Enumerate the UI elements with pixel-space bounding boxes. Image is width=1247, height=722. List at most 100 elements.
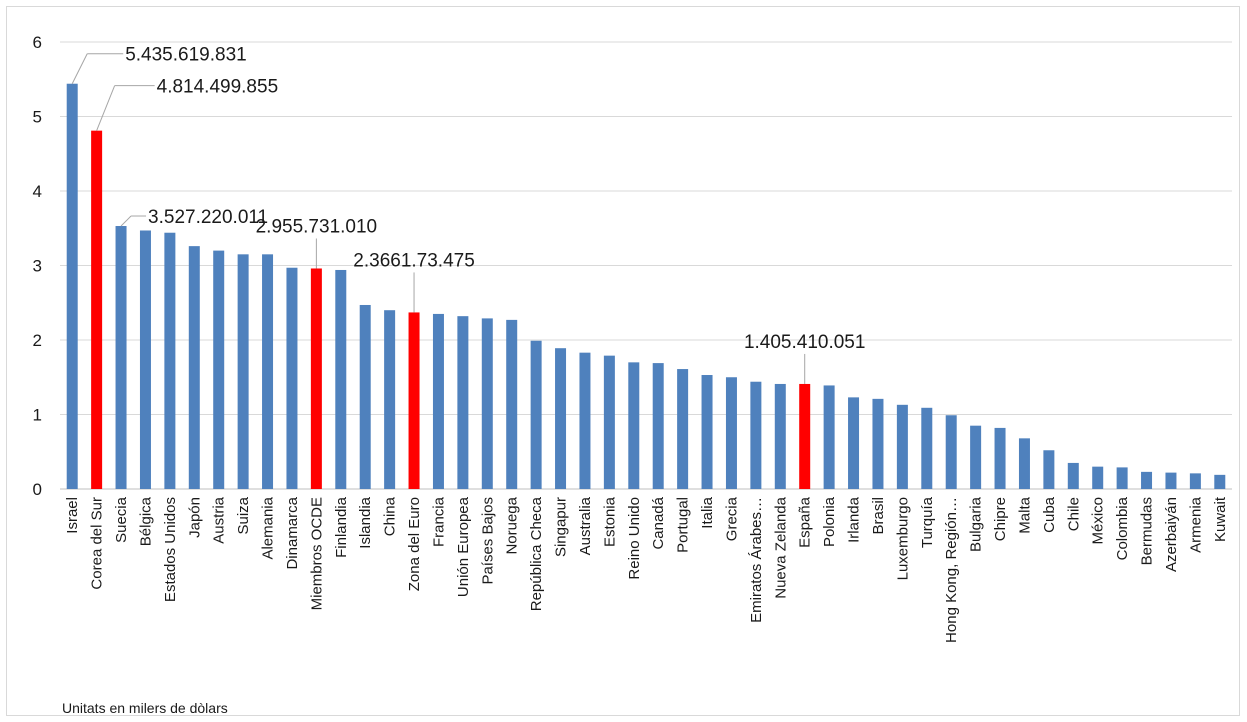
y-tick-label: 3 [33,257,42,276]
y-tick-label: 1 [33,406,42,425]
bar [408,312,420,489]
bar [164,232,176,489]
x-tick-label: Islandia [357,496,374,548]
bar [359,304,371,489]
bar [139,230,151,490]
bar [799,383,811,489]
bar [432,313,444,489]
chart-frame [6,6,1240,716]
bar [725,377,737,489]
x-tick-label: Emiratos Árabes… [748,497,765,623]
x-tick-label: Malta [1016,496,1033,533]
bar [970,425,982,489]
x-tick-label: Chipre [992,497,1009,541]
x-tick-label: Unión Europea [455,496,472,597]
x-tick-label: Países Bajos [479,497,496,585]
bar [481,318,493,489]
x-tick-label: Azerbaiyán [1163,497,1180,572]
x-tick-label: Cuba [1041,496,1058,533]
y-tick-label: 4 [33,182,42,201]
bar [1141,471,1153,489]
x-tick-label: Dinamarca [284,496,301,569]
bar [1067,462,1079,489]
callout-line [120,215,132,227]
x-tick-label: Finlandia [333,496,350,558]
x-tick-label: Suiza [235,496,252,534]
bar [262,254,274,489]
x-tick-label: República Checa [528,496,545,611]
units-note: Unitats en milers de dòlars [62,700,228,716]
x-tick-label: Hong Kong, Región… [943,497,960,643]
bar [896,404,908,489]
bar [628,362,640,489]
bar [677,369,689,489]
bar [1214,474,1226,489]
bar [921,407,933,489]
x-tick-label: Estonia [601,496,618,547]
x-tick-label: Francia [430,496,447,547]
callout-line [71,53,88,84]
x-tick-label: Chile [1065,497,1082,531]
bar [115,226,127,489]
x-tick-label: Italia [699,496,716,528]
x-tick-label: Austria [211,496,228,543]
bar [506,319,518,489]
x-tick-label: Grecia [723,496,740,541]
bar [384,310,396,489]
x-tick-label: México [1090,497,1107,545]
data-label: 4.814.499.855 [157,77,279,98]
x-tick-label: Turquía [919,496,936,548]
bar [91,130,103,489]
x-tick-label: Colombia [1114,496,1131,560]
bar [530,340,542,489]
x-tick-label: Estados Unidos [162,497,179,602]
bar [848,397,860,489]
x-tick-label: Canadá [650,496,667,549]
bar [701,375,713,489]
bar [213,250,225,489]
bar [1018,438,1030,489]
bar [579,352,591,489]
x-tick-label: Irlanda [846,496,863,543]
bar [774,383,786,489]
bar [750,381,762,489]
bar [994,427,1006,489]
x-tick-label: Bulgaria [968,496,985,552]
x-tick-label: Reino Unido [626,497,643,580]
bar [310,268,322,489]
bar [1092,466,1104,489]
x-tick-label: Zona del Euro [406,497,423,591]
x-tick-label: Luxemburgo [894,497,911,580]
bar [1116,467,1128,489]
x-tick-label: Alemania [260,496,277,559]
x-tick-label: Kuwait [1212,496,1229,542]
bar [237,254,249,489]
x-tick-label: Nueva Zelanda [772,496,789,598]
data-label: 3.527.220.011 [148,207,268,228]
x-tick-label: Israel [64,497,81,534]
bar [1189,473,1201,489]
bar [286,267,298,489]
x-tick-label: Singapur [553,497,570,557]
data-label: 1.405.410.051 [744,332,866,353]
bar [603,355,615,489]
data-label: 5.435.619.831 [125,45,247,66]
bar [1165,472,1177,489]
x-tick-label: Japón [186,497,203,538]
y-tick-label: 5 [33,108,42,127]
x-tick-label: Miembros OCDE [308,497,325,610]
x-tick-label: España [797,496,814,548]
x-tick-label: Portugal [675,497,692,553]
bar [457,316,469,489]
x-tick-label: Australia [577,496,594,555]
x-tick-label: Corea del Sur [89,497,106,590]
x-tick-label: Brasil [870,497,887,535]
bar [555,348,567,489]
y-tick-label: 0 [33,480,42,499]
callout-line [96,85,116,131]
y-tick-label: 2 [33,331,42,350]
x-tick-label: Noruega [504,496,521,554]
y-tick-label: 6 [33,33,42,52]
bar [188,246,200,489]
